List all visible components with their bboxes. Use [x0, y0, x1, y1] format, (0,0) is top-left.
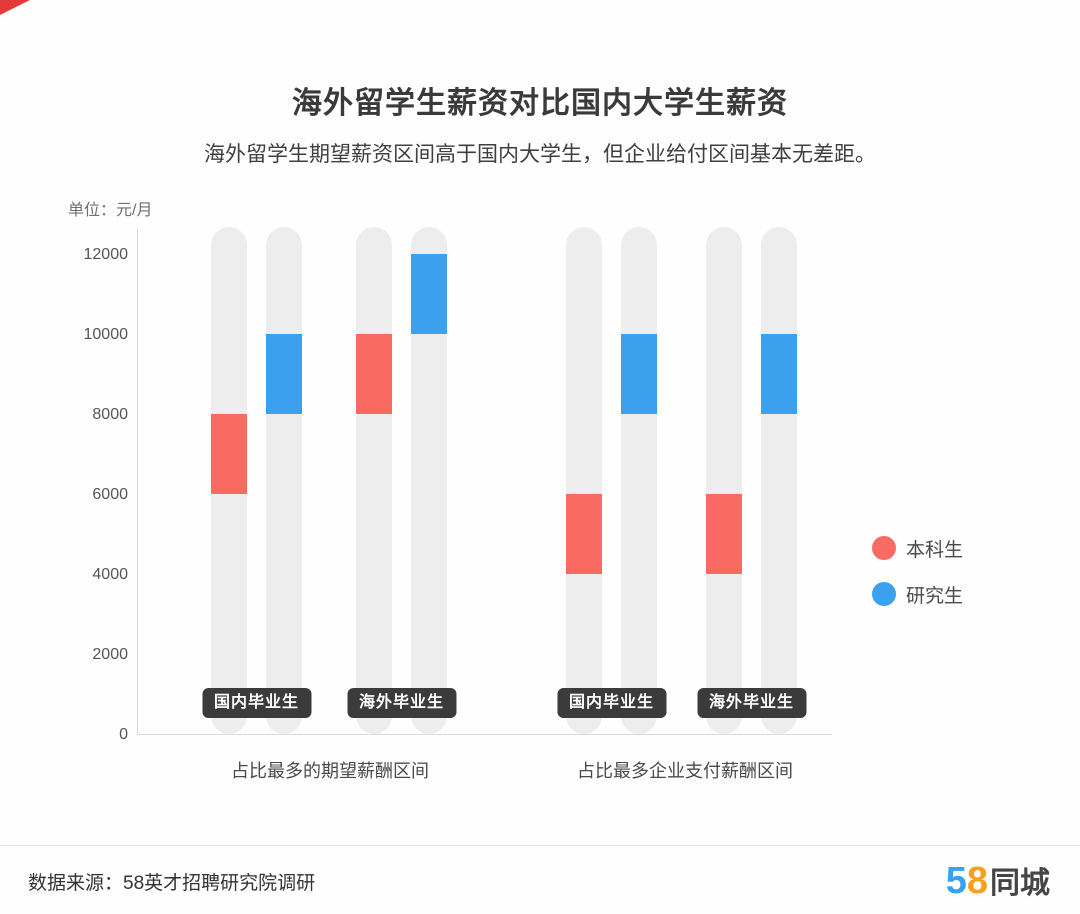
range-pill-undergrad: [211, 227, 247, 734]
logo-text: 同城: [990, 867, 1050, 900]
salary-range-segment: [761, 334, 797, 414]
58tongcheng-logo: 5 8 同城: [946, 858, 1050, 903]
y-axis-tick-label: 0: [119, 726, 128, 743]
salary-range-segment: [566, 494, 602, 574]
page-title: 海外留学生薪资对比国内大学生薪资: [292, 87, 788, 120]
legend: 本科生 研究生: [872, 535, 963, 627]
range-pill-undergrad: [566, 227, 602, 734]
logo-digit-5: 5: [945, 860, 967, 902]
group-label-badge: 国内毕业生: [201, 688, 312, 718]
range-pill-undergrad: [356, 227, 392, 734]
salary-range-segment: [621, 334, 657, 414]
group-label-badge: 海外毕业生: [346, 688, 457, 718]
legend-label: 本科生: [906, 539, 964, 561]
range-pill-graduate: [621, 227, 657, 734]
y-axis-tick-label: 12000: [83, 246, 129, 263]
section-label-paid: 占比最多企业支付薪酬区间: [577, 761, 793, 781]
corner-ribbon-icon: [0, 0, 30, 15]
legend-label: 研究生: [906, 585, 964, 607]
salary-range-segment: [411, 254, 447, 334]
y-axis-tick-label: 8000: [92, 406, 128, 423]
group-label-badge: 海外毕业生: [696, 688, 807, 718]
graduate-swatch-icon: [872, 582, 896, 606]
plot-area: 国内毕业生 海外毕业生 国内毕业生 海外毕业生: [137, 227, 832, 735]
group-label-badge: 国内毕业生: [556, 688, 667, 718]
y-axis-tick-label: 4000: [92, 566, 128, 583]
range-pill-undergrad: [706, 227, 742, 734]
salary-range-segment: [706, 494, 742, 574]
y-axis-tick-label: 2000: [92, 646, 128, 663]
range-pill-graduate: [266, 227, 302, 734]
legend-item-undergrad: 本科生: [872, 535, 963, 561]
salary-range-segment: [211, 414, 247, 494]
salary-range-segment: [356, 334, 392, 414]
legend-item-graduate: 研究生: [872, 581, 963, 607]
y-axis-tick-label: 10000: [83, 326, 129, 343]
page-subtitle: 海外留学生期望薪资区间高于国内大学生，但企业给付区间基本无差距。: [204, 143, 876, 166]
footer-divider: [0, 845, 1080, 846]
y-axis-tick-label: 6000: [92, 486, 128, 503]
section-label-expected: 占比最多的期望薪酬区间: [231, 761, 429, 781]
data-source-text: 数据来源：58英才招聘研究院调研: [28, 873, 316, 894]
unit-label: 单位：元/月: [68, 202, 153, 219]
range-pill-graduate: [411, 227, 447, 734]
range-pill-graduate: [761, 227, 797, 734]
salary-range-segment: [266, 334, 302, 414]
undergrad-swatch-icon: [872, 536, 896, 560]
logo-digit-8: 8: [966, 860, 988, 902]
y-axis: 0 2000 4000 6000 8000 10000 12000: [0, 228, 129, 743]
